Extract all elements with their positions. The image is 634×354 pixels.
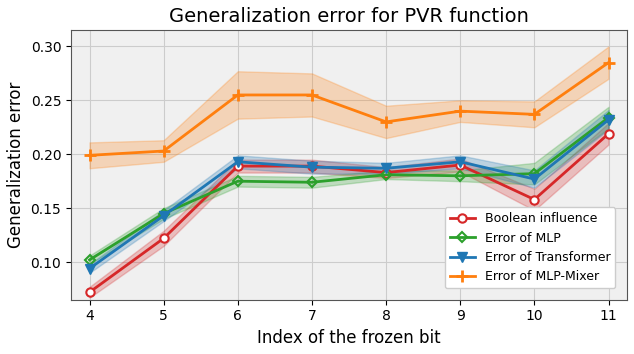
Error of MLP-Mixer xyxy=(234,93,242,97)
Error of MLP xyxy=(234,179,242,183)
Error of MLP-Mixer xyxy=(86,153,93,158)
X-axis label: Index of the frozen bit: Index of the frozen bit xyxy=(257,329,441,347)
Error of MLP xyxy=(308,180,316,184)
Error of Transformer xyxy=(308,165,316,169)
Error of Transformer xyxy=(234,160,242,164)
Error of MLP xyxy=(86,258,93,262)
Error of Transformer xyxy=(531,177,538,181)
Boolean influence xyxy=(86,290,93,295)
Error of MLP-Mixer xyxy=(531,112,538,116)
Error of MLP-Mixer xyxy=(308,93,316,97)
Line: Error of MLP: Error of MLP xyxy=(86,114,612,263)
Error of Transformer xyxy=(382,166,390,170)
Error of MLP-Mixer xyxy=(160,149,167,153)
Title: Generalization error for PVR function: Generalization error for PVR function xyxy=(169,7,529,26)
Legend: Boolean influence, Error of MLP, Error of Transformer, Error of MLP-Mixer: Boolean influence, Error of MLP, Error o… xyxy=(444,207,615,288)
Error of Transformer xyxy=(86,267,93,271)
Error of MLP-Mixer xyxy=(456,109,464,113)
Error of MLP xyxy=(382,173,390,177)
Boolean influence xyxy=(308,164,316,168)
Error of MLP xyxy=(456,174,464,178)
Boolean influence xyxy=(531,198,538,202)
Error of MLP xyxy=(160,211,167,216)
Error of Transformer xyxy=(160,213,167,218)
Boolean influence xyxy=(605,132,612,136)
Line: Error of Transformer: Error of Transformer xyxy=(85,115,613,273)
Error of MLP xyxy=(531,172,538,176)
Error of MLP-Mixer xyxy=(382,120,390,124)
Y-axis label: Generalization error: Generalization error xyxy=(7,82,25,248)
Error of MLP-Mixer xyxy=(605,61,612,65)
Boolean influence xyxy=(382,170,390,175)
Boolean influence xyxy=(160,236,167,240)
Boolean influence xyxy=(234,164,242,168)
Error of Transformer xyxy=(605,118,612,122)
Error of MLP xyxy=(605,115,612,120)
Line: Boolean influence: Boolean influence xyxy=(86,130,612,296)
Boolean influence xyxy=(456,163,464,167)
Line: Error of MLP-Mixer: Error of MLP-Mixer xyxy=(84,57,614,161)
Error of Transformer xyxy=(456,160,464,164)
